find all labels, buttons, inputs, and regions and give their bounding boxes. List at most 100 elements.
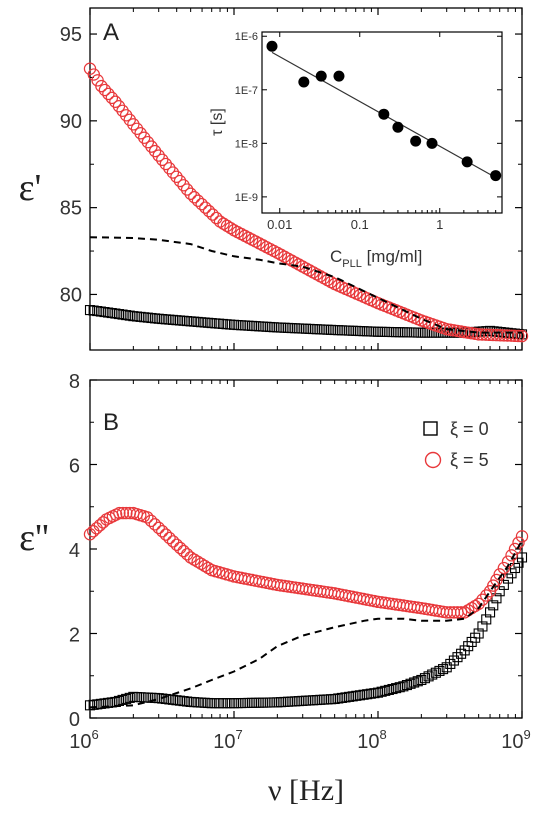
panel-b-xi0-square-95: [427, 669, 438, 680]
panel-b-xi0-square-111: [485, 607, 496, 618]
panel-a-xi0-square-30: [192, 316, 203, 327]
panel-a-xi0-square-21: [160, 314, 171, 325]
panel-b-xi5-circle-38: [216, 567, 230, 580]
panel-b-xi5-circle-115: [493, 568, 506, 581]
panel-b-xi0-square-85: [391, 683, 402, 694]
panel-a-xi0-square-22: [164, 314, 175, 325]
panel-a-xi5-circle-12: [127, 118, 140, 131]
inset-ytick-label: 1E-6: [235, 31, 258, 43]
panel-a-ytick-label: 85: [60, 198, 82, 220]
panel-a-xi5-circle-24: [170, 170, 183, 183]
panel-a-xi5-circle-20: [156, 153, 169, 167]
panel-a: 80 85 90 95 ε' A 0.01 0.1 1 1E-6 1E-7 1E-8 1E-9 CPLL …: [19, 7, 529, 351]
panel-b-xi5-circle-24: [166, 535, 180, 548]
inset-data-point-3: [333, 70, 345, 82]
panel-a-xi5-circle-4: [98, 83, 112, 97]
panel-b-xi0-square-99: [441, 662, 452, 673]
panel-b-xtick-label: 107: [213, 727, 242, 753]
panel-a-xi5-circle-118: [508, 329, 521, 343]
panel-b-xi0-square-112: [488, 600, 499, 611]
inset-data-point-8: [461, 156, 473, 168]
panel-a-xi5-circle-7: [109, 95, 122, 108]
panel-b-ytick-label: 4: [69, 540, 80, 562]
panel-b-xi5-circle-37: [212, 566, 226, 579]
panel-b-xi5-circle-36: [209, 564, 222, 578]
inset-data-point-5: [392, 121, 404, 133]
panel-a-xi5-circle-119: [512, 329, 525, 343]
panel-b-xlabel: ν [Hz]: [268, 774, 344, 807]
panel-b-xi5-circle-118: [505, 549, 518, 562]
panel-a-xi5-circle-120: [515, 329, 529, 343]
panel-b-xi5-circle-39: [220, 568, 233, 581]
panel-a-xi5-circle-17: [145, 140, 158, 153]
panel-a-xi0-square-27: [182, 316, 193, 327]
inset-data-point-0: [266, 40, 278, 52]
panel-b-ytick-label: 8: [69, 371, 80, 393]
panel-a-xi5-circle-37: [217, 217, 230, 230]
inset-data-point-9: [490, 170, 502, 182]
panel-b-xi0-square-32: [199, 697, 210, 708]
panel-a-xi5-circle-18: [148, 144, 162, 158]
panel-b-xi5-circle-116: [497, 561, 511, 575]
panel-b-ytick-label: 2: [69, 625, 80, 647]
panel-a-xi5-circle-27: [180, 183, 194, 196]
panel-b-xi0-square-89: [405, 678, 416, 689]
panel-a-xi0-square-32: [199, 317, 210, 328]
panel-b-xi5-circle-20: [152, 521, 165, 535]
panel-a-ytick-label: 90: [60, 111, 82, 133]
panel-a-xi5-circle-9: [116, 104, 129, 117]
panel-b-ylabel: ε'': [19, 517, 49, 559]
legend-label-xi5: ξ = 5: [450, 450, 489, 470]
panel-b-xi5-circle-3: [93, 519, 107, 532]
panel-b-xi0-square-90: [409, 677, 420, 688]
panel-b-xi5-circle-31: [191, 555, 204, 568]
panel-a-xi5-circle-29: [188, 191, 201, 204]
panel-a-xi5-circle-23: [166, 166, 180, 179]
panel-b-xi0-square-108: [473, 628, 484, 639]
panel-b-xi0-square-98: [438, 664, 449, 675]
panel-b-xi0-square-9: [117, 694, 128, 705]
panel-a-xi5-circle-26: [177, 179, 190, 192]
inset-data-point-7: [426, 137, 438, 149]
panel-a-xi5-circle-19: [152, 149, 165, 162]
panel-b-xi0-square-91: [412, 676, 423, 687]
panel-a-xi5-circle-33: [202, 204, 216, 218]
panel-a-xi0-square-24: [171, 315, 182, 326]
panel-b-xi5-circle-22: [159, 528, 173, 541]
inset-data-point-2: [315, 70, 327, 82]
panel-a-xi5-circle-5: [102, 87, 115, 101]
panel-a-xi5-circle-38: [220, 219, 234, 233]
panel-a-xi5-circle-14: [134, 127, 147, 140]
panel-a-xi5-circle-32: [199, 201, 212, 214]
inset-frame: [261, 31, 503, 214]
panel-a-xi5-circle-21: [159, 157, 173, 171]
panel-b-xi0-square-86: [394, 682, 405, 693]
panel-b-xtick-label: 109: [501, 727, 530, 753]
panel-b-xi0-square-83: [383, 684, 394, 695]
panel-b-xi5-circle-11: [120, 506, 133, 520]
panel-b-xi0-square-94: [423, 671, 434, 682]
panel-b-xi5-circle-111: [480, 589, 493, 602]
inset-xlabel: CPLL [mg/ml]: [330, 247, 422, 270]
legend-label-xi0: ξ = 0: [450, 419, 489, 439]
panel-a-dashed-line: [89, 236, 522, 334]
panel-a-xi0-square-26: [178, 315, 189, 326]
panel-a-xi5-circle-31: [195, 197, 208, 211]
panel-a-letter: A: [103, 19, 119, 46]
panel-b-xi0-square-120: [516, 552, 528, 563]
panel-b-xi5-circle-9: [113, 506, 126, 520]
panel-b-xi0-square-82: [380, 685, 391, 696]
inset-xtick-label: 0.01: [267, 217, 292, 232]
panel-b-ytick-label: 0: [69, 709, 80, 731]
panel-a-xi0-square-28: [185, 316, 196, 327]
legend-circle-marker: [424, 451, 442, 469]
inset-xtick-label: 0.1: [351, 217, 369, 232]
panel-b-xi5-circle-26: [173, 541, 187, 555]
panel-b-xi0-square-30: [192, 697, 203, 708]
panel-a-ytick-label: 80: [60, 284, 82, 306]
panel-b-xi0-square-80: [372, 687, 384, 698]
panel-a-xi5-circle-22: [163, 162, 176, 175]
panel-b-xi0-square-117: [506, 568, 517, 579]
panel-b-xtick-label: 106: [69, 727, 98, 753]
panel-a-xi5-circle-34: [206, 208, 219, 221]
